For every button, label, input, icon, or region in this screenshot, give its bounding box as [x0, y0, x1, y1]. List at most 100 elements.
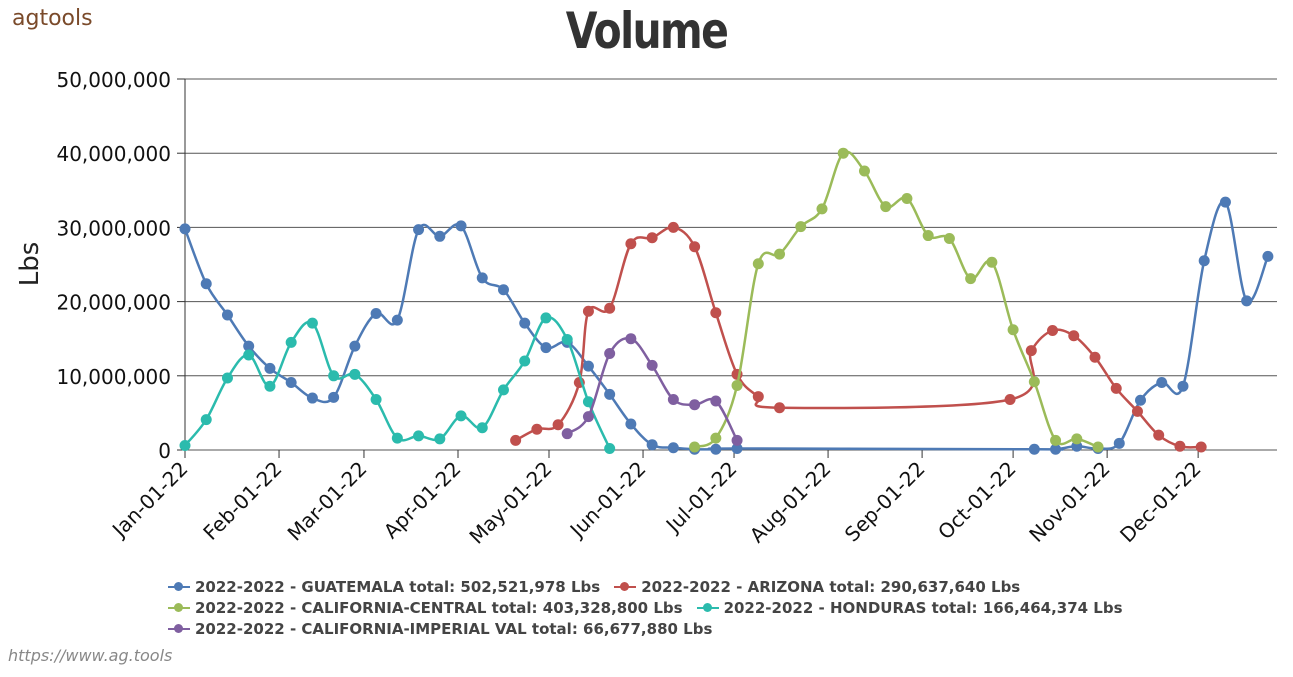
data-point[interactable]	[540, 342, 552, 354]
data-point[interactable]	[1007, 324, 1019, 336]
data-point[interactable]	[604, 388, 616, 400]
source-url[interactable]: https://www.ag.tools	[8, 646, 173, 665]
legend-item-california-central[interactable]: 2022-2022 - CALIFORNIA-CENTRAL total: 40…	[168, 599, 683, 617]
data-point[interactable]	[243, 340, 255, 352]
data-point[interactable]	[455, 410, 467, 422]
data-point[interactable]	[179, 223, 191, 235]
data-point[interactable]	[455, 220, 467, 232]
data-point[interactable]	[264, 362, 276, 374]
data-point[interactable]	[349, 368, 361, 380]
data-point[interactable]	[625, 238, 637, 250]
data-point[interactable]	[1028, 376, 1040, 388]
data-point[interactable]	[922, 230, 934, 242]
data-point[interactable]	[752, 391, 764, 403]
data-point[interactable]	[689, 399, 701, 411]
data-point[interactable]	[965, 273, 977, 285]
data-point[interactable]	[413, 224, 425, 236]
data-point[interactable]	[710, 443, 722, 455]
data-point[interactable]	[795, 221, 807, 233]
data-point[interactable]	[1135, 394, 1146, 406]
data-point[interactable]	[646, 439, 658, 451]
data-point[interactable]	[391, 314, 403, 326]
data-point[interactable]	[858, 165, 870, 177]
data-point[interactable]	[752, 258, 764, 270]
data-point[interactable]	[646, 359, 658, 371]
legend-item-arizona[interactable]: 2022-2022 - ARIZONA total: 290,637,640 L…	[614, 578, 1020, 596]
data-point[interactable]	[519, 355, 531, 367]
data-point[interactable]	[200, 414, 212, 426]
data-point[interactable]	[370, 307, 382, 319]
data-point[interactable]	[901, 192, 913, 204]
data-point[interactable]	[689, 241, 701, 253]
data-point[interactable]	[667, 442, 679, 454]
data-point[interactable]	[1241, 295, 1253, 307]
data-point[interactable]	[476, 272, 488, 284]
data-point[interactable]	[604, 302, 616, 314]
data-point[interactable]	[476, 422, 488, 434]
data-point[interactable]	[1219, 196, 1231, 208]
data-point[interactable]	[561, 428, 573, 440]
data-point[interactable]	[667, 394, 679, 406]
data-point[interactable]	[561, 333, 573, 345]
data-point[interactable]	[391, 432, 403, 444]
data-point[interactable]	[1131, 405, 1143, 417]
data-point[interactable]	[1195, 441, 1207, 453]
data-point[interactable]	[774, 248, 786, 260]
data-point[interactable]	[731, 443, 743, 455]
data-point[interactable]	[710, 432, 722, 444]
data-point[interactable]	[349, 340, 361, 352]
data-point[interactable]	[1110, 382, 1122, 394]
data-point[interactable]	[710, 307, 722, 319]
data-point[interactable]	[710, 395, 722, 407]
data-point[interactable]	[816, 203, 828, 215]
legend-item-california-imperial-val[interactable]: 2022-2022 - CALIFORNIA-IMPERIAL VAL tota…	[168, 620, 712, 638]
data-point[interactable]	[1025, 345, 1037, 357]
data-point[interactable]	[285, 336, 297, 348]
data-point[interactable]	[1068, 330, 1080, 342]
data-point[interactable]	[552, 419, 564, 431]
data-point[interactable]	[221, 309, 233, 321]
data-point[interactable]	[221, 372, 233, 384]
data-point[interactable]	[1047, 325, 1059, 337]
data-point[interactable]	[306, 317, 318, 329]
data-point[interactable]	[328, 370, 340, 382]
data-point[interactable]	[604, 348, 616, 360]
data-point[interactable]	[1071, 433, 1083, 445]
data-point[interactable]	[1262, 250, 1274, 262]
data-point[interactable]	[943, 233, 955, 245]
data-point[interactable]	[413, 430, 425, 442]
data-point[interactable]	[1153, 429, 1165, 441]
data-point[interactable]	[1177, 380, 1189, 392]
data-point[interactable]	[1092, 441, 1104, 453]
legend-item-guatemala[interactable]: 2022-2022 - GUATEMALA total: 502,521,978…	[168, 578, 600, 596]
data-point[interactable]	[243, 349, 255, 361]
data-point[interactable]	[646, 232, 658, 244]
data-point[interactable]	[837, 147, 849, 159]
data-point[interactable]	[1156, 376, 1168, 388]
data-point[interactable]	[667, 221, 679, 233]
data-point[interactable]	[285, 376, 297, 388]
data-point[interactable]	[1089, 351, 1101, 363]
data-point[interactable]	[434, 230, 446, 242]
data-point[interactable]	[1028, 443, 1040, 455]
data-point[interactable]	[582, 396, 594, 408]
data-point[interactable]	[1050, 434, 1062, 446]
data-point[interactable]	[200, 278, 212, 290]
data-point[interactable]	[582, 305, 594, 317]
data-point[interactable]	[1004, 394, 1016, 406]
data-point[interactable]	[731, 379, 743, 391]
data-point[interactable]	[328, 391, 340, 403]
data-point[interactable]	[370, 394, 382, 406]
data-point[interactable]	[531, 423, 543, 435]
data-point[interactable]	[1174, 440, 1186, 452]
data-point[interactable]	[264, 380, 276, 392]
data-point[interactable]	[880, 201, 892, 213]
data-point[interactable]	[731, 434, 743, 446]
data-point[interactable]	[519, 317, 531, 329]
data-point[interactable]	[625, 418, 637, 430]
data-point[interactable]	[582, 411, 594, 423]
data-point[interactable]	[540, 312, 552, 324]
data-point[interactable]	[179, 440, 191, 452]
legend-item-honduras[interactable]: 2022-2022 - HONDURAS total: 166,464,374 …	[696, 599, 1123, 617]
data-point[interactable]	[306, 392, 318, 404]
